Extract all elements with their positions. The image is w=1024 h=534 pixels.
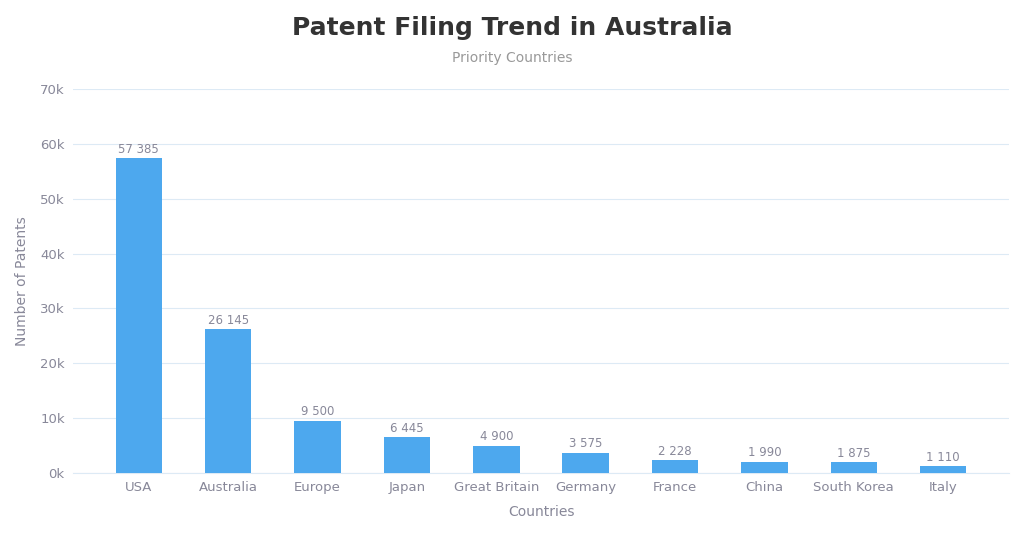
Text: 1 110: 1 110 xyxy=(927,451,961,464)
Bar xyxy=(116,159,162,473)
X-axis label: Countries: Countries xyxy=(508,505,574,519)
Bar xyxy=(652,460,698,473)
Text: 1 990: 1 990 xyxy=(748,446,781,459)
Bar xyxy=(384,437,430,473)
Text: 57 385: 57 385 xyxy=(119,143,159,156)
Text: 1 875: 1 875 xyxy=(837,446,870,460)
Text: 3 575: 3 575 xyxy=(569,437,602,450)
Bar xyxy=(473,446,519,473)
Bar xyxy=(205,329,252,473)
Bar xyxy=(562,453,609,473)
Bar xyxy=(741,462,787,473)
Text: 2 228: 2 228 xyxy=(658,445,692,458)
Bar xyxy=(830,462,878,473)
Text: 6 445: 6 445 xyxy=(390,421,424,435)
Bar xyxy=(920,467,967,473)
Bar xyxy=(294,421,341,473)
Text: Patent Filing Trend in Australia: Patent Filing Trend in Australia xyxy=(292,16,732,40)
Text: 4 900: 4 900 xyxy=(479,430,513,443)
Text: 26 145: 26 145 xyxy=(208,313,249,327)
Text: 9 500: 9 500 xyxy=(301,405,334,418)
Y-axis label: Number of Patents: Number of Patents xyxy=(15,216,29,346)
Text: Priority Countries: Priority Countries xyxy=(452,51,572,65)
